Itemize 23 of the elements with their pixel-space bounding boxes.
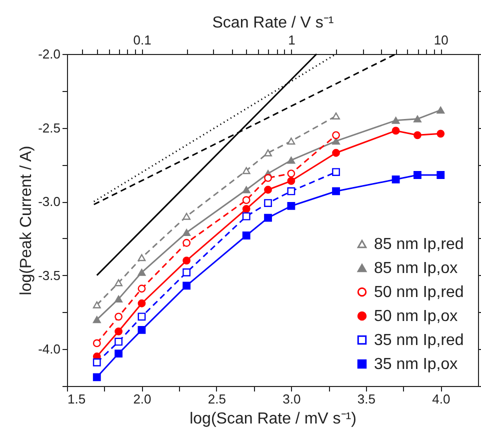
y-tick-label: -3.0	[38, 194, 60, 210]
x-tick-label: 1.5	[68, 392, 86, 406]
x2-tick-label: 0.1	[133, 32, 152, 48]
x2-tick-label: 1	[288, 32, 296, 48]
legend-label: 50 nm Ip,ox	[374, 308, 458, 325]
y-tick-label: -3.5	[38, 268, 60, 283]
x-tick-label: 4.0	[432, 392, 450, 406]
legend-label: 35 nm Ip,red	[374, 332, 464, 349]
x-tick-label: 2.5	[208, 392, 226, 406]
x2-axis-title: Scan Rate / V s⁻¹	[212, 14, 334, 32]
x-tick-label: 3.0	[282, 392, 301, 406]
legend-label: 85 nm Ip,ox	[374, 260, 458, 277]
y-tick-label: -2.0	[38, 46, 60, 62]
legend-label: 85 nm Ip,red	[374, 236, 464, 253]
x2-tick-label: 10	[434, 32, 448, 48]
y-tick-label: -4.0	[38, 342, 60, 357]
y-axis-title: log(Peak Current / A)	[18, 146, 36, 296]
y-tick-label: -2.5	[38, 120, 60, 136]
x-tick-label: 2.0	[133, 392, 152, 406]
x-axis-title: log(Scan Rate / mV s⁻¹)	[190, 410, 356, 428]
legend-label: 50 nm Ip,red	[374, 284, 464, 301]
x-tick-label: 3.5	[357, 392, 376, 406]
legend-label: 35 nm Ip,ox	[374, 356, 458, 373]
